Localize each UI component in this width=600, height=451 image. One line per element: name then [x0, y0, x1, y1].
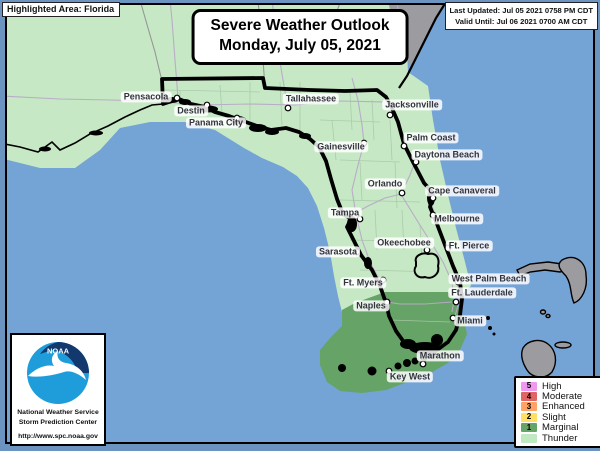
legend-row-moderate: 4 Moderate: [521, 391, 600, 403]
legend-row-slight: 2 Slight: [521, 411, 600, 423]
city-label-west-palm-beach: West Palm Beach: [448, 273, 530, 285]
city-label-melbourne: Melbourne: [431, 213, 483, 225]
city-marker-palm-coast: [400, 142, 408, 150]
outlook-date: Monday, July 05, 2021: [219, 37, 381, 55]
city-label-cape-canaveral: Cape Canaveral: [425, 185, 499, 197]
legend-row-marginal: 1 Marginal: [521, 422, 600, 434]
map-canvas: [7, 5, 588, 442]
city-label-palm-coast: Palm Coast: [403, 132, 459, 144]
outlook-title: Severe Weather Outlook: [210, 17, 390, 34]
city-label-tampa: Tampa: [327, 207, 363, 219]
lake-okeechobee: [413, 252, 440, 279]
city-label-miami: Miami: [454, 315, 486, 327]
risk-legend: 5 High 4 Moderate 3 Enhanced 2 Slight 1 Marginal T…: [514, 376, 600, 449]
highlighted-area-box: Highlighted Area: Florida: [2, 2, 121, 17]
city-label-jacksonville: Jacksonville: [382, 99, 442, 111]
city-label-sarasota: Sarasota: [315, 246, 361, 258]
city-label-ft-pierce: Ft. Pierce: [445, 240, 493, 252]
legend-swatch: 4: [521, 392, 537, 402]
legend-label: High: [542, 380, 562, 392]
city-marker-tallahassee: [284, 104, 292, 112]
city-label-tallahassee: Tallahassee: [282, 93, 340, 105]
legend-swatch: 2: [521, 412, 537, 422]
legend-label: Slight: [542, 411, 566, 423]
noaa-attribution-box: NOAA National Weather Service Storm Pred…: [10, 333, 106, 446]
city-marker-pensacola: [173, 94, 181, 102]
spc-line: Storm Prediction Center: [18, 418, 98, 426]
city-label-destin: Destin: [174, 105, 208, 117]
city-marker-ft-lauderdale: [452, 298, 460, 306]
legend-row-high: 5 High: [521, 380, 600, 392]
city-label-key-west: Key West: [386, 371, 434, 383]
city-marker-jacksonville: [386, 111, 394, 119]
svg-text:NOAA: NOAA: [47, 347, 70, 356]
thunder-area: [7, 5, 471, 312]
legend-label: Marginal: [542, 422, 579, 434]
legend-swatch: 5: [521, 381, 537, 391]
city-label-pensacola: Pensacola: [120, 91, 172, 103]
city-label-naples: Naples: [353, 300, 389, 312]
legend-row-thunder: Thunder: [521, 432, 600, 444]
timestamp-box: Last Updated: Jul 05 2021 0758 PM CDT Va…: [444, 2, 598, 30]
spc-url: http://www.spc.noaa.gov: [18, 432, 98, 440]
legend-label: Moderate: [542, 391, 583, 403]
legend-swatch: 3: [521, 402, 537, 412]
city-label-okeechobee: Okeechobee: [374, 237, 434, 249]
city-marker-orlando: [398, 189, 406, 197]
legend-swatch: 1: [521, 423, 537, 433]
alabama-coastline: [7, 103, 164, 153]
legend-swatch: [521, 433, 537, 443]
title-box: Severe Weather Outlook Monday, July 05, …: [191, 9, 409, 66]
city-marker-marathon: [419, 360, 427, 368]
city-label-marathon: Marathon: [416, 350, 464, 362]
mobile-bay-island: [39, 146, 51, 152]
city-label-ft-myers: Ft. Myers: [340, 277, 386, 289]
city-label-gainesville: Gainesville: [314, 141, 368, 153]
marginal-area: [320, 292, 467, 393]
last-updated-text: Last Updated: Jul 05 2021 0758 PM CDT: [449, 6, 594, 15]
highlighted-area-text: Highlighted Area: Florida: [7, 4, 115, 14]
city-label-daytona-beach: Daytona Beach: [411, 149, 483, 161]
valid-until-text: Valid Until: Jul 06 2021 0700 AM CDT: [455, 17, 588, 26]
barrier-island: [89, 130, 103, 136]
nws-line: National Weather Service: [17, 409, 99, 416]
legend-label: Thunder: [542, 432, 578, 444]
legend-label: Enhanced: [542, 401, 585, 413]
georgia-coastline: [398, 5, 446, 89]
noaa-logo: NOAA: [27, 342, 89, 404]
legend-row-enhanced: 3 Enhanced: [521, 401, 600, 413]
city-label-panama-city: Panama City: [185, 117, 247, 129]
city-label-orlando: Orlando: [364, 178, 406, 190]
city-label-ft-lauderdale: Ft. Lauderdale: [448, 287, 516, 299]
